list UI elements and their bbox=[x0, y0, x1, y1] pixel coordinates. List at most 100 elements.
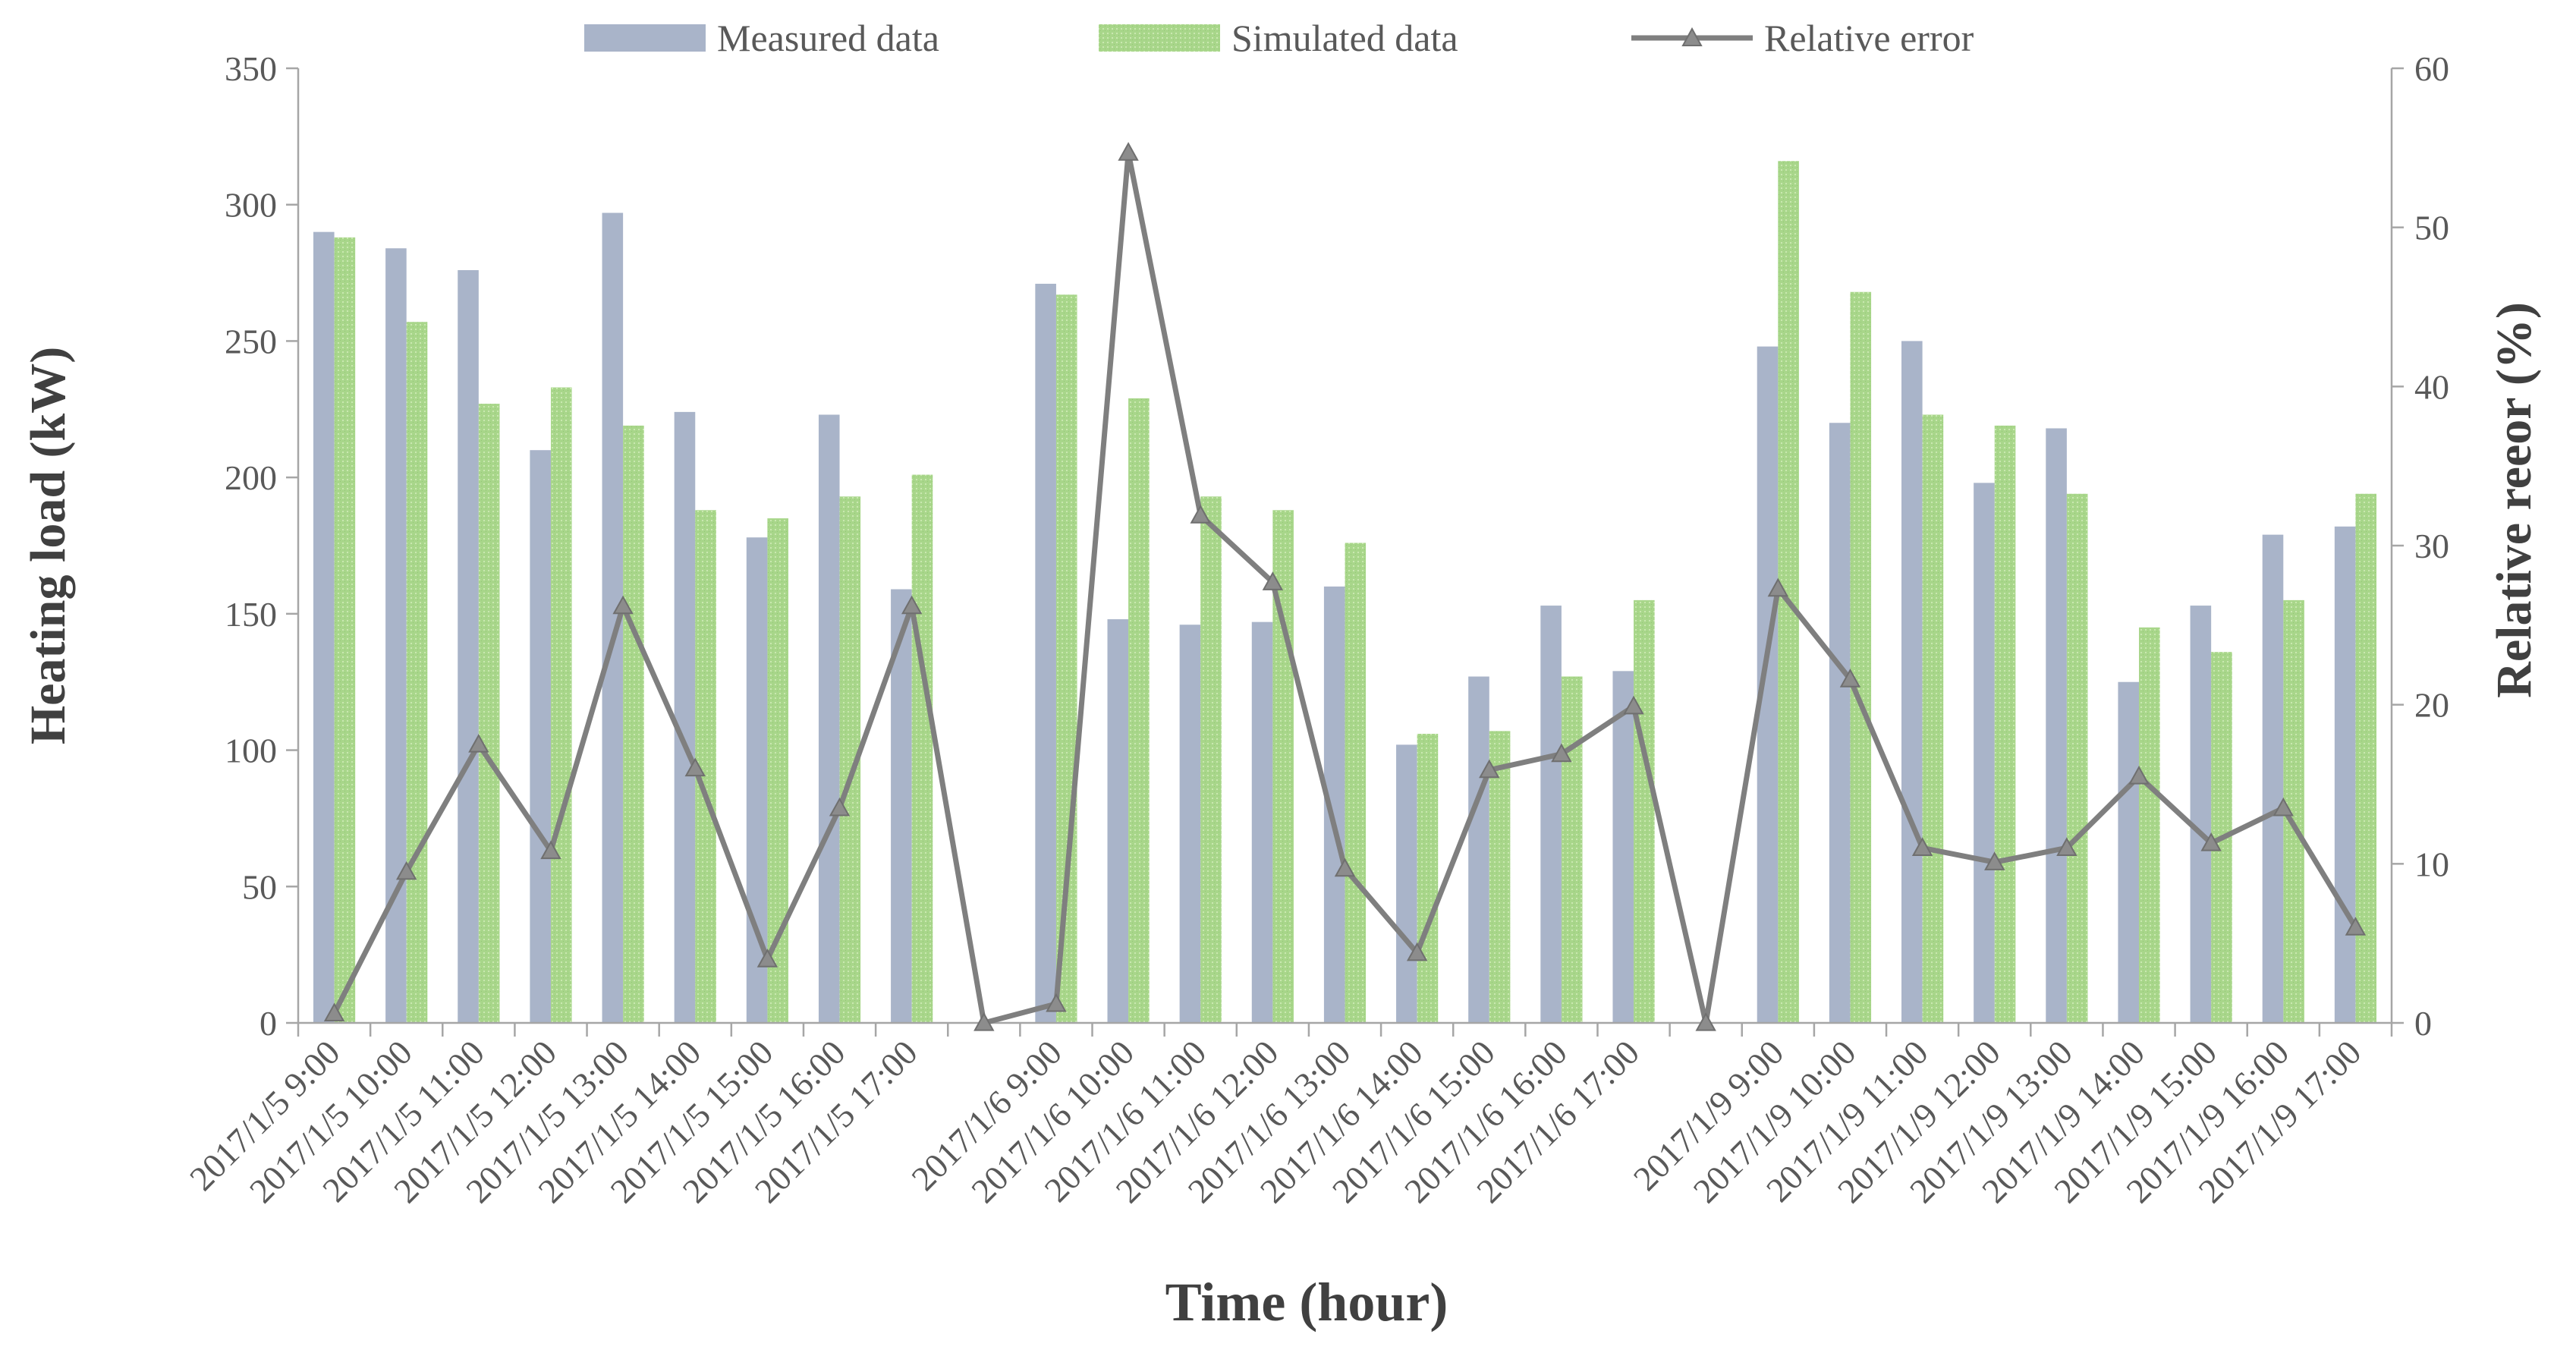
y2-tick-label: 10 bbox=[2414, 845, 2449, 883]
relative-error-marker bbox=[2345, 917, 2367, 936]
relative-error-marker bbox=[1695, 1012, 1716, 1031]
bar-measured bbox=[530, 450, 551, 1023]
bar-simulated bbox=[550, 387, 572, 1023]
relative-error-marker bbox=[323, 1002, 345, 1022]
relative-error-marker bbox=[1479, 759, 1500, 779]
bar-simulated bbox=[1200, 496, 1222, 1023]
bar-simulated bbox=[1055, 294, 1077, 1024]
relative-error-marker bbox=[1334, 857, 1356, 877]
bar-measured bbox=[2046, 428, 2067, 1023]
legend-item-measured: Measured data bbox=[584, 17, 939, 59]
axes-layer: 05010015020025030035001020304050602017/1… bbox=[182, 49, 2449, 1210]
bar-measured bbox=[313, 231, 335, 1024]
bar-simulated bbox=[2355, 493, 2377, 1023]
x-axis-title: Time (hour) bbox=[1165, 1272, 1448, 1333]
relative-error-marker bbox=[1406, 942, 1428, 961]
bar-measured bbox=[2334, 526, 2356, 1023]
y2-tick-label: 20 bbox=[2414, 686, 2449, 725]
y2-tick-label: 0 bbox=[2414, 1004, 2432, 1043]
bar-measured bbox=[818, 414, 840, 1023]
bar-simulated bbox=[1922, 414, 1944, 1023]
relative-error-marker bbox=[612, 595, 634, 615]
relative-error-marker bbox=[396, 861, 417, 880]
bar-measured bbox=[458, 269, 479, 1023]
legend-label-simulated: Simulated data bbox=[1231, 17, 1458, 59]
y-tick-label: 200 bbox=[225, 458, 277, 497]
y-tick-label: 50 bbox=[242, 867, 277, 906]
y-tick-label: 0 bbox=[259, 1004, 277, 1043]
bar-simulated bbox=[623, 425, 644, 1023]
legend-swatch-measured bbox=[584, 24, 706, 52]
relative-error-layer bbox=[323, 142, 2367, 1031]
bar-measured bbox=[1901, 341, 1923, 1023]
bar-simulated bbox=[1345, 543, 1367, 1023]
bar-measured bbox=[674, 411, 696, 1023]
relative-error-marker bbox=[901, 595, 923, 615]
y2-axis-title: Relative reeor (%) bbox=[2486, 302, 2542, 698]
bar-measured bbox=[1179, 625, 1201, 1023]
y2-tick-label: 60 bbox=[2414, 49, 2449, 88]
y2-tick-label: 30 bbox=[2414, 527, 2449, 565]
bar-measured bbox=[1974, 483, 1995, 1023]
y-tick-label: 300 bbox=[225, 186, 277, 225]
legend-label-relative-error: Relative error bbox=[1764, 17, 1974, 59]
bar-simulated bbox=[2066, 493, 2088, 1023]
relative-error-marker bbox=[2272, 797, 2294, 817]
legend-item-simulated: Simulated data bbox=[1099, 17, 1458, 59]
relative-error-marker bbox=[756, 949, 778, 968]
legend: Measured data Simulated data Relative er… bbox=[584, 17, 1974, 59]
bar-measured bbox=[2262, 534, 2284, 1023]
legend-marker-relative-error bbox=[1681, 27, 1703, 46]
bar-measured bbox=[1829, 423, 1851, 1023]
relative-error-marker bbox=[2056, 837, 2077, 856]
legend-label-measured: Measured data bbox=[717, 17, 939, 59]
relative-error-marker bbox=[1767, 577, 1789, 597]
relative-error-marker bbox=[1262, 571, 1284, 590]
relative-error-marker bbox=[1623, 695, 1644, 715]
bar-simulated bbox=[1561, 676, 1583, 1023]
bar-measured bbox=[1251, 621, 1273, 1023]
y-tick-label: 250 bbox=[225, 322, 277, 360]
y-tick-label: 100 bbox=[225, 732, 277, 770]
bar-measured bbox=[2190, 606, 2212, 1023]
relative-error-marker bbox=[829, 797, 851, 817]
relative-error-marker bbox=[1118, 142, 1139, 161]
bar-simulated bbox=[1128, 398, 1150, 1023]
relative-error-marker bbox=[1911, 837, 1933, 856]
bar-simulated bbox=[1994, 425, 2016, 1023]
legend-item-relative-error: Relative error bbox=[1631, 17, 1974, 59]
bar-simulated bbox=[1634, 599, 1655, 1023]
relative-error-marker bbox=[973, 1012, 995, 1031]
bar-measured bbox=[1396, 744, 1417, 1023]
relative-error-marker bbox=[2200, 832, 2222, 851]
relative-error-marker bbox=[1190, 505, 1211, 524]
bar-measured bbox=[1540, 606, 1562, 1023]
bar-measured bbox=[1035, 283, 1056, 1023]
relative-error-marker bbox=[2128, 765, 2150, 785]
bar-measured bbox=[746, 537, 768, 1023]
relative-error-marker bbox=[1551, 743, 1572, 763]
bar-measured bbox=[1107, 619, 1129, 1023]
y2-tick-label: 40 bbox=[2414, 367, 2449, 406]
relative-error-marker bbox=[1046, 993, 1067, 1012]
relative-error-marker bbox=[684, 757, 706, 777]
bar-measured bbox=[1468, 676, 1489, 1023]
bar-simulated bbox=[2139, 627, 2160, 1023]
legend-swatch-simulated bbox=[1099, 24, 1220, 52]
bar-simulated bbox=[334, 237, 356, 1023]
bar-simulated bbox=[478, 404, 500, 1023]
bar-simulated bbox=[1417, 734, 1439, 1023]
y2-tick-label: 50 bbox=[2414, 209, 2449, 247]
bar-measured bbox=[2118, 681, 2140, 1023]
bar-simulated bbox=[406, 322, 428, 1024]
bar-simulated bbox=[1850, 291, 1872, 1023]
bar-simulated bbox=[1489, 731, 1511, 1023]
y-tick-label: 350 bbox=[225, 49, 277, 88]
bar-measured bbox=[1612, 671, 1634, 1023]
y-axis-title: Heating load (kW) bbox=[20, 347, 76, 744]
relative-error-marker bbox=[1839, 669, 1861, 688]
y-tick-label: 150 bbox=[225, 595, 277, 634]
relative-error-marker bbox=[540, 840, 561, 860]
bar-simulated bbox=[911, 474, 933, 1023]
